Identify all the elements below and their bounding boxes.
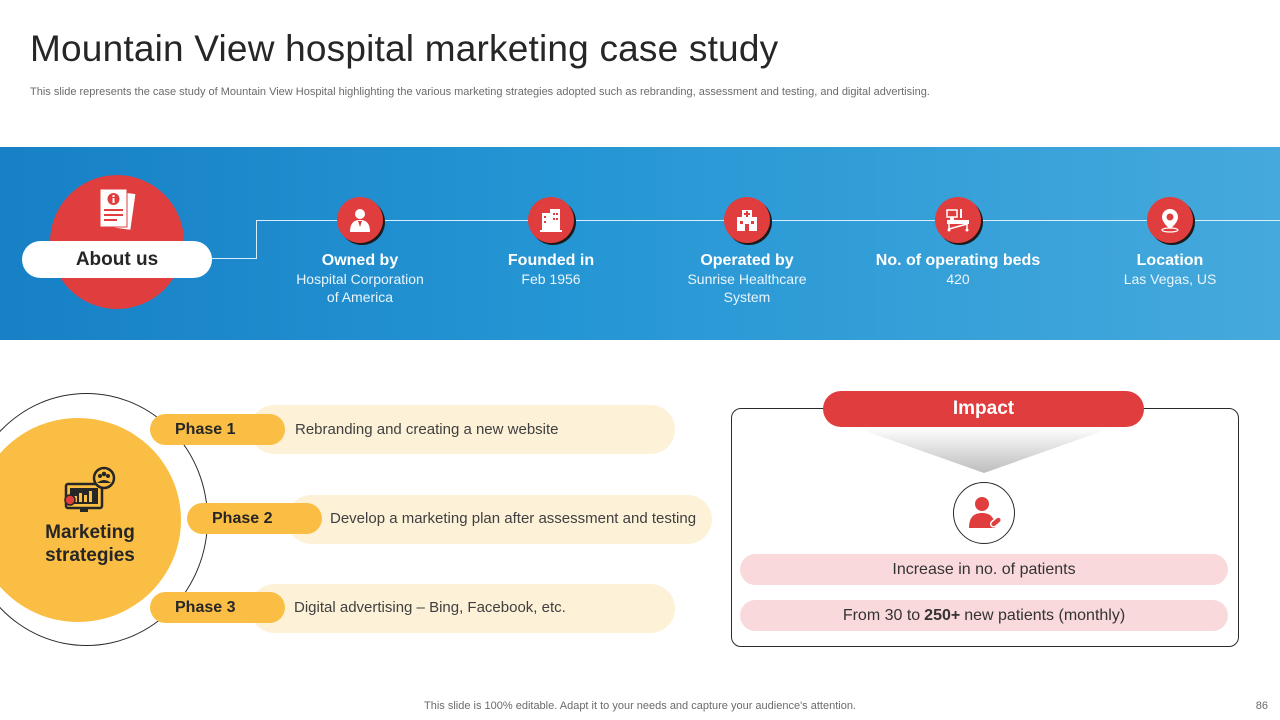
- building-icon: [528, 197, 574, 243]
- phase-bar: [287, 495, 712, 544]
- stat-operated-by: Operated by Sunrise Healthcare System: [647, 197, 847, 306]
- phase-text: Rebranding and creating a new website: [295, 421, 559, 438]
- strat-label-line: strategies: [45, 545, 135, 566]
- phase-tag: Phase 1: [150, 414, 285, 445]
- phase-bar: [250, 584, 675, 633]
- stat-value: Hospital Corporation: [296, 271, 424, 287]
- hospital-icon: [724, 197, 770, 243]
- phase-tag: Phase 2: [187, 503, 322, 534]
- impact-result-highlight: 250+: [924, 606, 961, 624]
- doctor-icon: [337, 197, 383, 243]
- impact-result-1: Increase in no. of patients: [740, 554, 1228, 585]
- stat-value: Las Vegas, US: [1123, 271, 1217, 287]
- patient-icon: [953, 482, 1015, 544]
- location-pin-icon: [1147, 197, 1193, 243]
- hospital-bed-icon: [935, 197, 981, 243]
- about-us-label: About us: [22, 241, 212, 278]
- stat-value: Sunrise Healthcare: [687, 271, 807, 287]
- phase-bar: [250, 405, 675, 454]
- impact-result-2: From 30 to 250+ new patients (monthly): [740, 600, 1228, 631]
- timeline-connector: [256, 220, 257, 258]
- impact-funnel: [854, 427, 1114, 473]
- impact-result-suffix: new patients (monthly): [964, 606, 1126, 624]
- stat-value: 420: [946, 271, 970, 287]
- stat-founded-in: Founded in Feb 1956: [451, 197, 651, 288]
- stat-label: Founded in: [507, 252, 595, 269]
- stat-label: No. of operating beds: [875, 252, 1041, 269]
- page-subtitle: This slide represents the case study of …: [30, 86, 930, 98]
- stat-value: Feb 1956: [521, 271, 581, 287]
- stat-value: of America: [326, 289, 394, 305]
- stat-location: Location Las Vegas, US: [1070, 197, 1270, 288]
- stat-operating-beds: No. of operating beds 420: [858, 197, 1058, 288]
- strat-label-line: Marketing: [45, 522, 135, 543]
- marketing-strategies-label: Marketing strategies: [20, 521, 160, 567]
- document-info-icon: [99, 188, 136, 230]
- page-title: Mountain View hospital marketing case st…: [30, 28, 779, 69]
- analytics-team-icon: [64, 466, 116, 512]
- about-banner: About us Owned by Hospital Corporation o…: [0, 147, 1280, 340]
- phase-text: Digital advertising – Bing, Facebook, et…: [294, 599, 566, 616]
- marketing-strategies-circle: [0, 418, 181, 622]
- footer-note: This slide is 100% editable. Adapt it to…: [424, 700, 856, 712]
- stat-label: Operated by: [700, 252, 794, 269]
- impact-title: Impact: [823, 391, 1144, 427]
- phase-text: Develop a marketing plan after assessmen…: [330, 510, 697, 527]
- stat-owned-by: Owned by Hospital Corporation of America: [260, 197, 460, 306]
- stat-label: Owned by: [321, 252, 399, 269]
- phase-tag: Phase 3: [150, 592, 285, 623]
- timeline-connector: [210, 258, 257, 259]
- stat-label: Location: [1136, 252, 1204, 269]
- impact-result-prefix: From 30 to: [842, 606, 921, 624]
- page-number: 86: [1255, 700, 1268, 712]
- stat-value: System: [723, 289, 771, 305]
